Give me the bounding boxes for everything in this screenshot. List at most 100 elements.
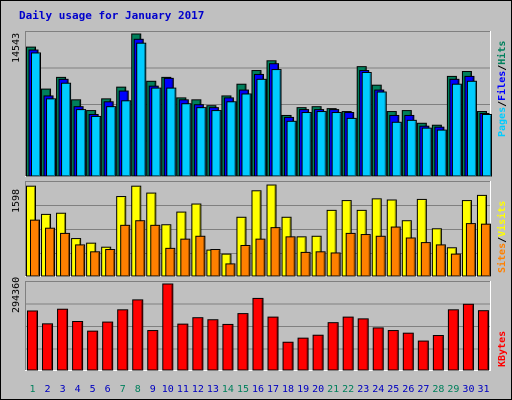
day-label: 3 xyxy=(60,384,66,395)
sites-bar xyxy=(345,232,356,277)
pages-bar xyxy=(331,112,342,177)
sites-bar xyxy=(240,244,251,277)
day-label: 9 xyxy=(150,384,156,395)
pages-bar-shade xyxy=(219,111,221,176)
sites-bar-shade xyxy=(143,221,145,276)
pages-bar-shade xyxy=(39,53,40,176)
day-label: 20 xyxy=(312,384,324,395)
sites-bar-shade xyxy=(113,250,115,276)
kbytes-bar-shade xyxy=(471,305,473,370)
kbytes-bar-shade xyxy=(276,318,278,370)
pages-bar-shade xyxy=(249,94,251,176)
pages-bar-shade xyxy=(459,85,461,176)
pages-bar xyxy=(106,106,117,177)
day-label: 28 xyxy=(432,384,444,395)
sites-bar xyxy=(195,235,206,277)
pages-bar-shade xyxy=(189,104,191,176)
sites-bar-shade xyxy=(368,235,370,276)
pages-bar-shade xyxy=(264,80,266,176)
pages-bar-shade xyxy=(354,119,356,176)
kbytes-bar xyxy=(192,317,204,371)
pages-bar xyxy=(376,91,387,177)
sites-bar-shade xyxy=(458,255,460,276)
kbytes-bar xyxy=(297,337,309,371)
kbytes-bar-shade xyxy=(351,318,353,370)
pages-bar-shade xyxy=(399,123,401,176)
kbytes-bar xyxy=(72,321,84,371)
kbytes-bar xyxy=(372,327,384,371)
pages-bar xyxy=(406,119,417,177)
legend-entry-pages: Pages xyxy=(497,107,508,137)
kbytes-bar xyxy=(252,297,264,371)
kbytes-bar-shade xyxy=(456,310,458,370)
day-label: 29 xyxy=(447,384,459,395)
sites-bar xyxy=(390,226,401,277)
pages-bar-shade xyxy=(369,73,371,176)
sites-bar xyxy=(270,227,281,277)
legend-entry-kbytes: KBytes xyxy=(497,331,508,367)
sites-bar xyxy=(405,237,416,277)
pages-bar-shade xyxy=(489,115,491,176)
pages-bar xyxy=(151,87,162,177)
pages-bar-shade xyxy=(324,112,326,176)
pages-bar xyxy=(241,93,252,177)
pages-bar xyxy=(91,115,102,177)
visits-bar-shade xyxy=(259,191,261,276)
day-label: 25 xyxy=(387,384,399,395)
sites-bar xyxy=(225,263,236,277)
kbytes-bar xyxy=(147,330,159,371)
day-label: 19 xyxy=(297,384,309,395)
sites-bar xyxy=(105,249,116,277)
sites-bar-shade xyxy=(263,240,265,276)
pages-bar-shade xyxy=(159,89,161,176)
legend-entry-visits: Visits xyxy=(496,201,508,237)
sites-bar-shade xyxy=(98,252,100,276)
visits-scale-label: 1598 xyxy=(11,189,22,213)
kbytes-bar xyxy=(432,335,444,371)
pages-bar-shade xyxy=(309,113,311,176)
pages-bar xyxy=(391,121,402,177)
kbytes-bar-shade xyxy=(336,323,338,370)
pages-bar-shade xyxy=(129,101,131,176)
kbytes-bar-shade xyxy=(246,314,248,370)
sites-bar xyxy=(75,244,86,277)
pages-bar-shade xyxy=(114,107,116,176)
kbytes-bar-shade xyxy=(141,300,143,370)
day-label: 31 xyxy=(477,384,489,395)
kbytes-bar-shade xyxy=(396,331,398,370)
kbytes-bar-shade xyxy=(426,342,428,370)
pages-bar xyxy=(286,120,297,177)
pages-bar xyxy=(361,72,372,177)
kbytes-bar-shade xyxy=(306,339,308,370)
pages-bar-shade xyxy=(339,113,341,176)
kbytes-bar-shade xyxy=(381,328,383,370)
legend-separator: / xyxy=(497,237,508,243)
day-label: 10 xyxy=(162,384,174,395)
sites-bar-shade xyxy=(398,228,400,276)
day-label: 22 xyxy=(342,384,354,395)
kbytes-bar xyxy=(342,316,354,371)
pages-bar-shade xyxy=(99,117,101,176)
kbytes-bar-shade xyxy=(81,322,83,370)
sites-bar xyxy=(420,242,431,277)
visits-bar-shade xyxy=(424,200,426,276)
kbytes-bar xyxy=(447,309,459,371)
sites-bar xyxy=(120,224,131,277)
pages-bar-shade xyxy=(414,121,416,176)
sites-bar-shade xyxy=(353,234,355,276)
kbytes-bar xyxy=(402,332,414,371)
kbytes-bar xyxy=(207,319,219,371)
kbytes-scale-label: 294360 xyxy=(11,277,22,313)
sites-bar-shade xyxy=(338,253,340,276)
kbytes-bar-shade xyxy=(201,318,203,370)
sites-bar-shade xyxy=(413,239,415,276)
day-label: 18 xyxy=(282,384,294,395)
pages-bar-shade xyxy=(174,89,176,176)
day-label: 6 xyxy=(105,384,111,395)
kbytes-bar-shade xyxy=(66,310,68,370)
pages-bar xyxy=(421,127,432,177)
pages-bar xyxy=(226,101,237,177)
pages-bar-shade xyxy=(444,131,446,176)
kbytes-bar xyxy=(132,299,144,371)
pages-bar xyxy=(436,129,447,177)
